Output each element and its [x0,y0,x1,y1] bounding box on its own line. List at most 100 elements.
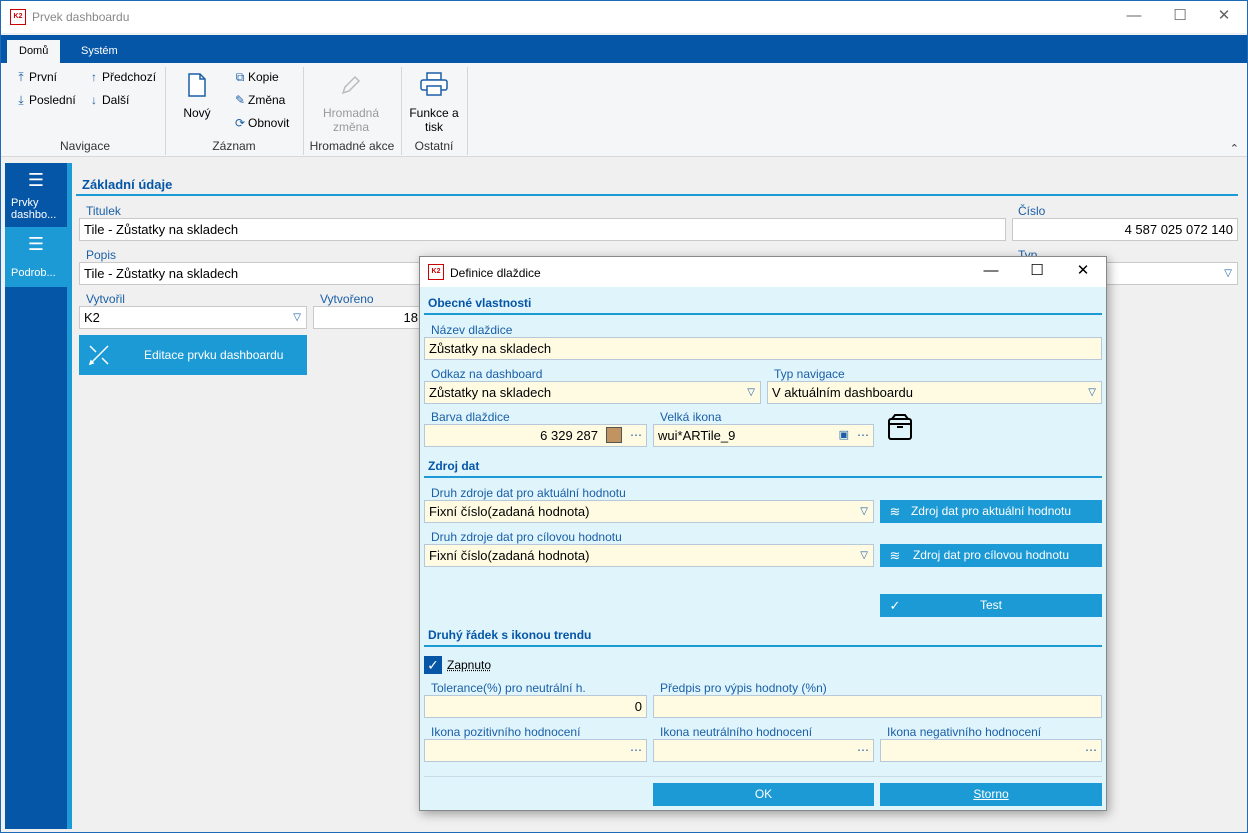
tile-definition-dialog: K2 Definice dlaždice — ☐ ✕ Obecné vlastn… [419,256,1107,811]
popis-label: Popis [86,248,117,262]
print-button[interactable]: Funkce a tisk [405,71,463,134]
ribbon: ⤒ První ↑ Předchozí ⤓ Poslední ↓ Další Navig… [1,63,1247,157]
section-line [424,645,1102,647]
change-button[interactable]: ✎ Změna [232,90,285,110]
nazev-field[interactable]: Zůstatky na skladech [424,337,1102,360]
minimize-button[interactable]: — [1126,7,1142,24]
first-button[interactable]: ⤒ První [13,67,57,87]
section-general: Obecné vlastnosti [428,296,532,310]
group-navigace-label: Navigace [59,139,111,153]
ellipsis-icon[interactable]: ⋯ [1085,743,1097,757]
odkaz-select[interactable]: Zůstatky na skladech ▽ [424,381,761,404]
prev-button[interactable]: ↑ Předchozí [86,67,156,87]
group-separator [401,67,402,155]
group-ostatni-label: Ostatní [414,139,454,153]
zapnuto-label[interactable]: Zapnuto [447,658,492,672]
dialog-close-button[interactable]: ✕ [1076,262,1090,279]
tolerance-field[interactable]: 0 [424,695,647,718]
cislo-field[interactable]: 4 587 025 072 140 [1012,218,1238,241]
hamburger-icon: ☰ [27,170,45,190]
tab-domu[interactable]: Domů [7,40,61,63]
nazev-label: Název dlaždice [431,323,513,337]
tolerance-label: Tolerance(%) pro neutrální h. [431,681,586,695]
test-button[interactable]: ✓ Test [880,594,1102,617]
section-line [424,313,1102,315]
dialog-minimize-button[interactable]: — [983,262,999,279]
barva-field[interactable]: 6 329 287 ⋯ [424,424,647,447]
footer-divider [424,776,1102,777]
vytvoril-label: Vytvořil [86,292,125,306]
cislo-label: Číslo [1018,204,1046,218]
section-source: Zdroj dat [428,459,480,473]
dialog-logo: K2 [428,264,444,280]
arrow-up-icon: ↑ [91,70,97,84]
ikona-poz-field[interactable]: ⋯ [424,739,647,762]
ribbon-tabs: Domů Systém [1,35,1247,63]
copy-icon: ⧉ [235,70,245,84]
storno-button[interactable]: Storno [880,783,1102,806]
close-button[interactable]: ✕ [1217,7,1231,24]
pencil-icon [341,75,361,95]
ikona-field[interactable]: wui*ARTile_9 ▣ ⋯ [653,424,874,447]
nav-item-prvky[interactable]: ☰ Prvky dashbo... [11,170,57,221]
nav-item-podrobnosti[interactable]: ☰ Podrob... [5,227,67,287]
group-separator [303,67,304,155]
source-current-button[interactable]: ≋ Zdroj dat pro aktuální hodnotu [880,500,1102,523]
copy-button[interactable]: ⧉ Kopie [232,67,279,87]
new-button[interactable]: Nový [173,73,221,120]
pencil-icon: ✎ [234,93,246,107]
druh-cil-select[interactable]: Fixní číslo(zadaná hodnota) ▽ [424,544,874,567]
ikona-neu-field[interactable]: ⋯ [653,739,874,762]
next-button[interactable]: ↓ Další [86,90,129,110]
title-bar: K2 Prvek dashboardu — ☐ ✕ [1,1,1247,33]
ellipsis-icon[interactable]: ⋯ [630,428,642,442]
section-title: Základní údaje [82,177,173,192]
odkaz-label: Odkaz na dashboard [431,367,543,381]
left-navigation: ☰ Prvky dashbo... ☰ Podrob... [5,163,67,829]
chevron-down-icon: ▽ [1224,268,1232,279]
ikona-neg-label: Ikona negativního hodnocení [887,725,1042,739]
list-icon: ☰ [27,234,45,254]
arrow-up-bar-icon: ⤒ [18,70,24,84]
arrow-down-bar-icon: ⤓ [18,93,24,107]
ellipsis-icon[interactable]: ⋯ [857,743,869,757]
refresh-button[interactable]: ⟳ Obnovit [232,113,289,133]
ok-button[interactable]: OK [653,783,874,806]
dialog-maximize-button[interactable]: ☐ [1030,262,1044,279]
printer-icon [420,72,448,96]
predpis-field[interactable] [653,695,1102,718]
vytvoril-select[interactable]: K2 ▽ [79,306,307,329]
refresh-icon: ⟳ [234,116,246,130]
arrow-down-icon: ↓ [91,93,97,107]
dialog-body: Obecné vlastnosti Název dlaždice Zůstatk… [420,287,1106,810]
predpis-label: Předpis pro výpis hodnoty (%n) [660,681,827,695]
zapnuto-checkbox[interactable]: ✓ [424,656,442,674]
ikona-neg-field[interactable]: ⋯ [880,739,1102,762]
vytvoreno-field[interactable]: 18 [313,306,423,329]
typnav-select[interactable]: V aktuálním dashboardu ▽ [767,381,1102,404]
chevron-down-icon: ▽ [1088,387,1096,398]
druh-akt-select[interactable]: Fixní číslo(zadaná hodnota) ▽ [424,500,874,523]
app-logo: K2 [10,9,26,25]
collapse-ribbon-icon[interactable]: ⌃ [1229,143,1239,155]
group-hromadne-label: Hromadné akce [309,139,395,153]
typnav-label: Typ navigace [774,367,845,381]
titulek-field[interactable]: Tile - Zůstatky na skladech [79,218,1006,241]
maximize-button[interactable]: ☐ [1173,7,1187,24]
chevron-down-icon: ▽ [860,506,868,517]
ikona-neu-label: Ikona neutrálního hodnocení [660,725,813,739]
color-swatch[interactable] [606,427,622,443]
source-target-button[interactable]: ≋ Zdroj dat pro cílovou hodnotu [880,544,1102,567]
edit-dashboard-item-button[interactable]: Editace prvku dashboardu [79,335,307,375]
bulk-change-button[interactable]: Hromadná změna [313,73,389,134]
layers-icon: ≋ [889,548,901,563]
section-trend: Druhý řádek s ikonou trendu [428,628,592,642]
new-document-icon [188,73,206,97]
ellipsis-icon[interactable]: ⋯ [630,743,642,757]
nav-stripe [67,163,72,829]
last-button[interactable]: ⤓ Poslední [13,90,75,110]
ellipsis-icon[interactable]: ⋯ [857,428,869,442]
tab-system[interactable]: Systém [81,45,118,57]
calendar-icon[interactable]: ▣ [838,429,849,441]
